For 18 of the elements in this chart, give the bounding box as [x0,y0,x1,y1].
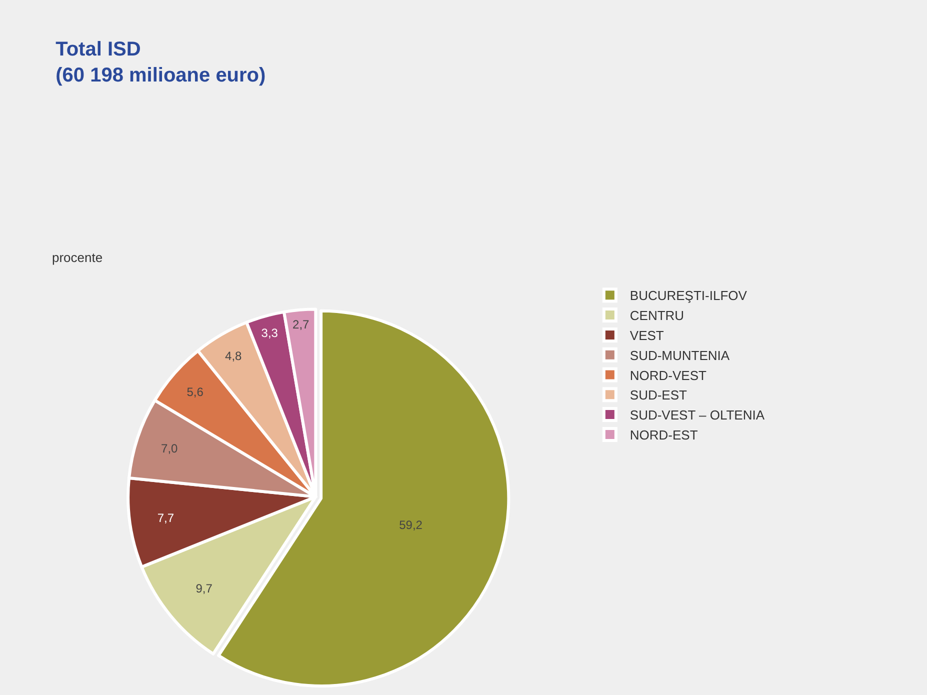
legend-label: SUD-VEST – OLTENIA [630,408,765,423]
data-label: 59,2 [399,518,423,532]
chart-title: Total ISD (60 198 milioane euro) [56,38,266,87]
data-label: 4,8 [225,348,242,363]
data-label: 5,6 [186,384,204,399]
data-label: 7,0 [161,441,178,456]
chart-subtitle: procente [52,250,103,265]
data-label: 3,3 [261,326,278,340]
legend-label: NORD-VEST [630,368,707,383]
legend-label: VEST [630,328,664,344]
data-label: 9,7 [196,581,213,596]
legend-label: BUCUREŞTI-ILFOV [630,288,748,304]
legend-label: SUD-EST [630,388,688,403]
legend-label: NORD-EST [630,428,698,443]
legend-label: SUD-MUNTENIA [630,348,730,363]
data-label: 2,7 [292,318,310,332]
legend-label: CENTRU [630,308,684,324]
data-label: 7,7 [157,511,174,526]
